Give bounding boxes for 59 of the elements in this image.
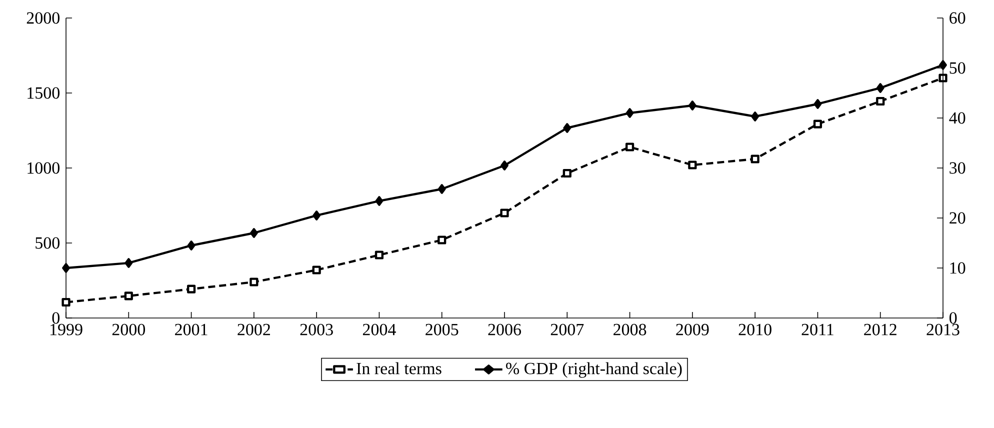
x-tick-label: 2004 xyxy=(362,324,396,336)
x-tick-label: 2002 xyxy=(238,324,270,336)
point xyxy=(62,298,70,307)
point xyxy=(124,258,133,268)
y-tick-label: 1000 xyxy=(28,162,60,174)
x-tick-label: 2006 xyxy=(488,324,521,336)
y2-tick-label: 30 xyxy=(950,162,966,174)
x-tick-label: 2011 xyxy=(802,324,834,336)
legend-label: % GDP (right-hand scale) xyxy=(506,362,682,378)
x-tick-label: 2003 xyxy=(300,324,333,336)
y2-tick-label: 50 xyxy=(950,62,966,74)
point xyxy=(750,154,760,164)
point xyxy=(500,208,509,218)
y-tick-label: 2000 xyxy=(26,12,60,24)
point xyxy=(562,168,572,178)
x-tick-label: 2013 xyxy=(926,324,960,336)
point xyxy=(312,266,321,274)
x-tick-label: 2010 xyxy=(738,324,772,336)
point xyxy=(62,263,70,273)
y2-tick-label: 60 xyxy=(950,12,966,24)
point xyxy=(375,196,384,206)
y2-tick-label: 10 xyxy=(950,262,966,274)
point xyxy=(876,96,885,106)
point xyxy=(939,60,947,70)
x-tick-label: 2000 xyxy=(112,324,146,336)
point xyxy=(438,236,446,244)
point xyxy=(938,74,948,82)
x-tick-label: 2007 xyxy=(550,324,584,336)
y2-tick-label: 20 xyxy=(950,212,966,224)
point xyxy=(876,83,884,93)
x-tick-label: 1999 xyxy=(50,324,82,336)
x-tick-label: 2009 xyxy=(676,324,709,336)
y2-tick-label: 40 xyxy=(949,112,966,124)
point xyxy=(500,160,508,170)
y-tick-label: 1500 xyxy=(28,87,60,99)
point xyxy=(250,278,258,286)
x-tick-label: 2012 xyxy=(864,324,896,336)
point xyxy=(626,108,634,118)
point xyxy=(813,120,822,128)
x-tick-label: 2005 xyxy=(426,324,458,336)
point xyxy=(312,210,321,220)
point xyxy=(438,184,446,194)
point xyxy=(563,123,572,133)
point xyxy=(688,100,696,110)
point xyxy=(374,250,384,260)
point xyxy=(250,228,258,238)
point xyxy=(814,99,822,109)
point xyxy=(625,142,634,152)
x-tick-label: 2001 xyxy=(175,324,208,336)
y2-tick-label: 0 xyxy=(950,312,957,324)
y-tick-label: 500 xyxy=(36,237,60,249)
point xyxy=(187,240,196,250)
x-tick-label: 2008 xyxy=(614,324,646,336)
point xyxy=(186,284,196,294)
y-tick-label: 0 xyxy=(52,312,60,324)
point xyxy=(751,112,760,122)
point xyxy=(688,160,697,170)
point xyxy=(124,292,133,300)
legend-label: In real terms xyxy=(356,362,442,374)
